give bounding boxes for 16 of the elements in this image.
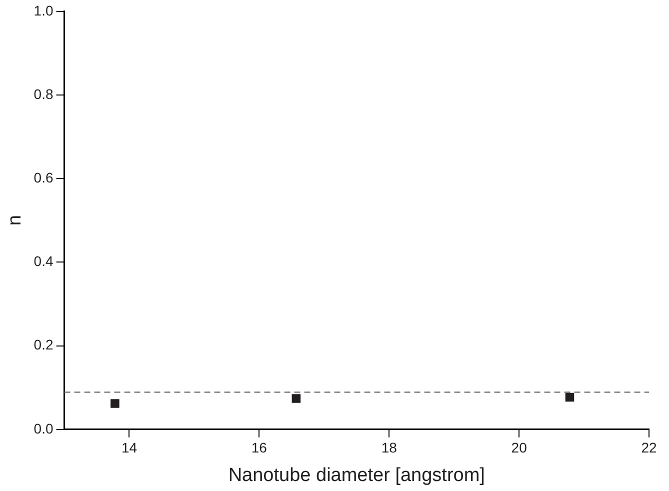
x-tick-label: 20 [511,440,528,456]
point [292,394,301,403]
y-tick-label: 0.2 [34,336,54,353]
point [110,399,120,408]
x-tick-label: 14 [121,440,138,456]
y-tick-label: 1.0 [34,2,54,18]
y-axis-title: n [4,215,26,226]
point [565,392,574,402]
x-axis-title: Nanotube diameter [angstrom] [228,464,485,486]
y-tick-label: 0.6 [34,169,54,186]
y-tick-label: 0.4 [34,253,54,270]
y-tick-label: 0.8 [34,86,54,102]
x-tick-label: 18 [381,440,398,456]
y-tick-label: 0.0 [34,420,54,436]
x-tick-label: 22 [641,440,657,456]
x-tick-label: 16 [251,440,268,456]
